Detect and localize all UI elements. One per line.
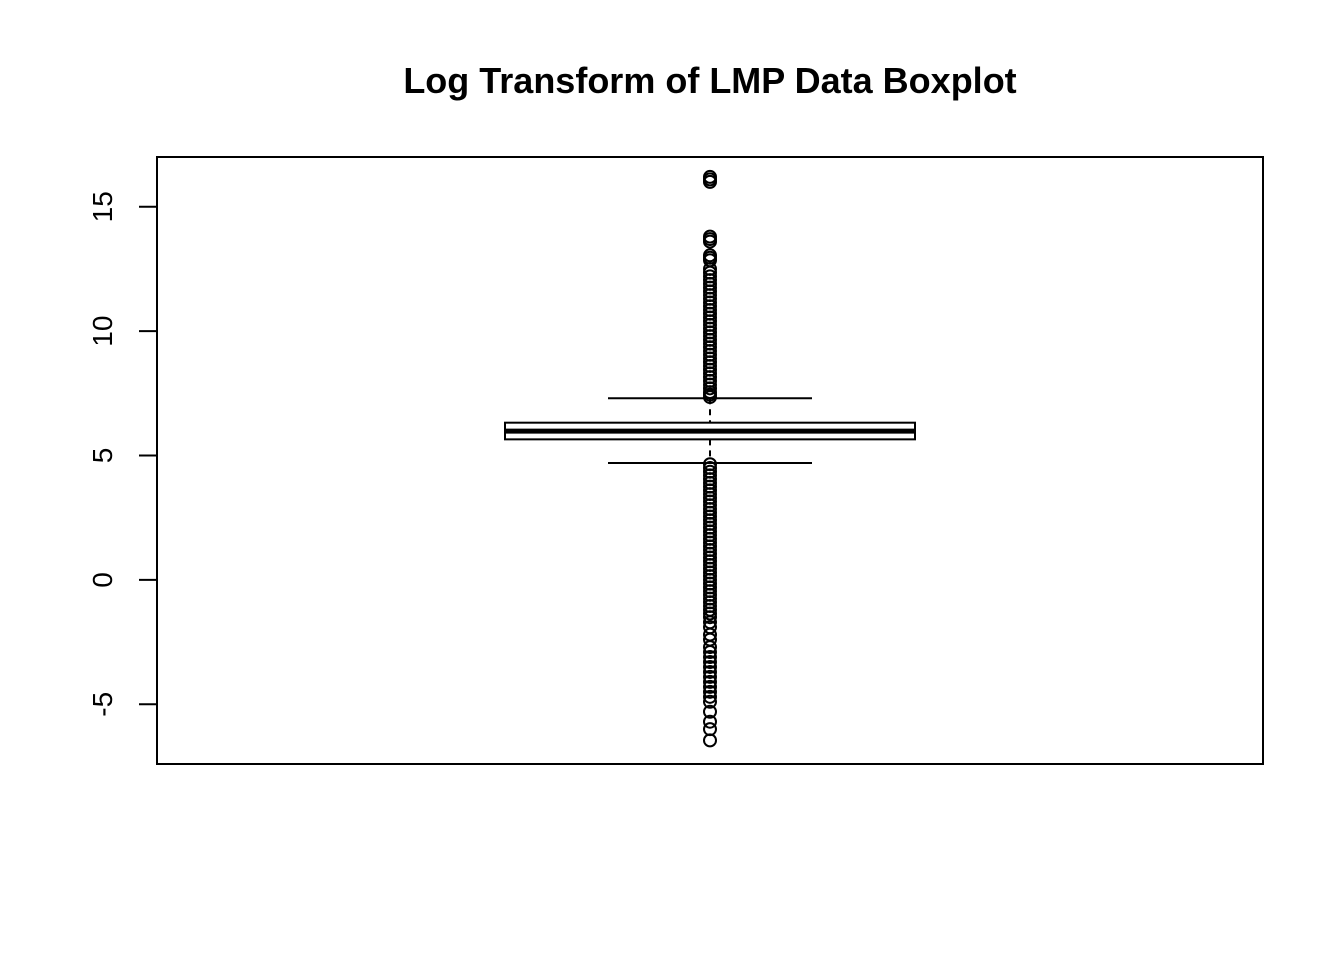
outlier-point <box>703 645 717 660</box>
y-tick-label: -5 <box>87 692 118 717</box>
outlier-point <box>703 606 717 621</box>
y-tick-label: 5 <box>87 448 118 464</box>
outlier-point <box>703 169 717 184</box>
outlier-point <box>703 640 717 655</box>
outlier-point <box>703 664 717 679</box>
outlier-point <box>703 659 717 674</box>
outlier-points <box>703 169 717 748</box>
outlier-point <box>703 655 717 670</box>
outlier-point <box>703 704 717 719</box>
y-tick-label: 0 <box>87 572 118 588</box>
outlier-point <box>703 674 717 689</box>
outlier-point <box>703 684 717 699</box>
y-tick-label: 15 <box>87 191 118 222</box>
chart-title: Log Transform of LMP Data Boxplot <box>403 60 1016 101</box>
outlier-point <box>703 248 717 263</box>
outlier-point <box>703 689 717 704</box>
outlier-point <box>703 610 717 625</box>
y-axis: -5 0 5 10 15 <box>87 191 158 717</box>
outlier-point <box>703 679 717 694</box>
outlier-point <box>703 650 717 665</box>
outlier-point <box>703 694 717 709</box>
outlier-point <box>703 229 717 244</box>
outlier-point <box>703 669 717 684</box>
boxplot <box>504 397 916 464</box>
outlier-point <box>703 733 717 748</box>
outlier-point <box>703 714 717 729</box>
y-tick-label: 10 <box>87 316 118 347</box>
outlier-point <box>703 269 717 284</box>
